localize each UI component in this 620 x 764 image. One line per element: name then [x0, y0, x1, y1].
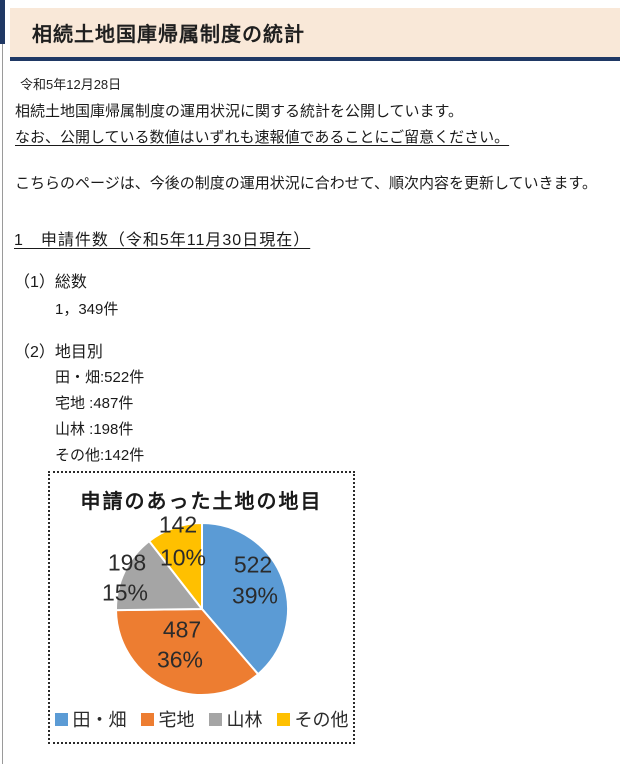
intro-paragraph: 相続土地国庫帰属制度の運用状況に関する統計を公開しています。 なお、公開している… — [15, 99, 509, 151]
chart-legend: 田・畑 宅地 山林 その他 — [50, 706, 353, 732]
list-item: その他:142件 — [55, 447, 145, 464]
legend-label: 山林 — [226, 710, 263, 730]
left-accent-bar — [0, 0, 5, 44]
slice-label-value-takuchi: 487 — [162, 616, 202, 643]
intro-line-2-underlined: なお、公開している数値はいずれも速報値であることにご留意ください。 — [15, 129, 510, 146]
update-note: こちらのページは、今後の制度の運用状況に合わせて、順次内容を更新していきます。 — [15, 175, 598, 192]
slice-label-value-sanrin: 198 — [107, 549, 147, 576]
page-left-border — [2, 0, 3, 764]
pie-slice-0 — [201, 522, 289, 676]
slice-label-pct-sonota: 10% — [159, 544, 207, 571]
pie-chart-figure: 申請のあった土地の地目 522 39% 487 36% 198 15% 142 … — [48, 471, 355, 744]
list-item: 宅地 :487件 — [55, 395, 134, 412]
legend-item-sonota: その他 — [276, 706, 349, 732]
slice-label-value-taden: 522 — [233, 551, 273, 578]
legend-item-takuchi: 宅地 — [140, 706, 195, 732]
slice-label-pct-taden: 39% — [231, 582, 279, 609]
pie-slice-1 — [115, 608, 260, 696]
page-header: 相続土地国庫帰属制度の統計 — [10, 8, 620, 61]
legend-label: その他 — [294, 710, 349, 730]
chart-title: 申請のあった土地の地目 — [80, 491, 323, 513]
slice-label-pct-takuchi: 36% — [156, 646, 204, 673]
subsection-1-total-label: （1）総数 — [14, 274, 87, 291]
total-count-value: 1，349件 — [55, 301, 119, 318]
section-1-heading: 1 申請件数（令和5年11月30日現在） — [14, 232, 311, 249]
legend-label: 宅地 — [158, 710, 195, 730]
legend-swatch-sanrin — [208, 712, 222, 726]
slice-label-value-sonota: 142 — [158, 511, 198, 538]
slice-label-pct-sanrin: 15% — [101, 579, 149, 606]
legend-swatch-sonota — [276, 712, 290, 726]
list-item: 山林 :198件 — [55, 421, 134, 438]
land-category-breakdown-list: 田・畑:522件 宅地 :487件 山林 :198件 その他:142件 — [55, 365, 144, 469]
legend-swatch-takuchi — [140, 712, 154, 726]
page-title: 相続土地国庫帰属制度の統計 — [32, 24, 305, 46]
legend-item-taden: 田・畑 — [54, 706, 127, 732]
list-item: 田・畑:522件 — [55, 369, 145, 386]
pie-chart — [115, 522, 289, 696]
intro-line-1: 相続土地国庫帰属制度の運用状況に関する統計を公開しています。 — [15, 103, 464, 120]
pie-slice-3 — [148, 522, 203, 610]
pie-slice-2 — [115, 540, 203, 612]
legend-label: 田・畑 — [72, 710, 127, 730]
publish-date: 令和5年12月28日 — [20, 77, 122, 92]
subsection-2-by-category-label: （2）地目別 — [14, 344, 103, 361]
legend-swatch-taden — [54, 712, 68, 726]
legend-item-sanrin: 山林 — [208, 706, 263, 732]
